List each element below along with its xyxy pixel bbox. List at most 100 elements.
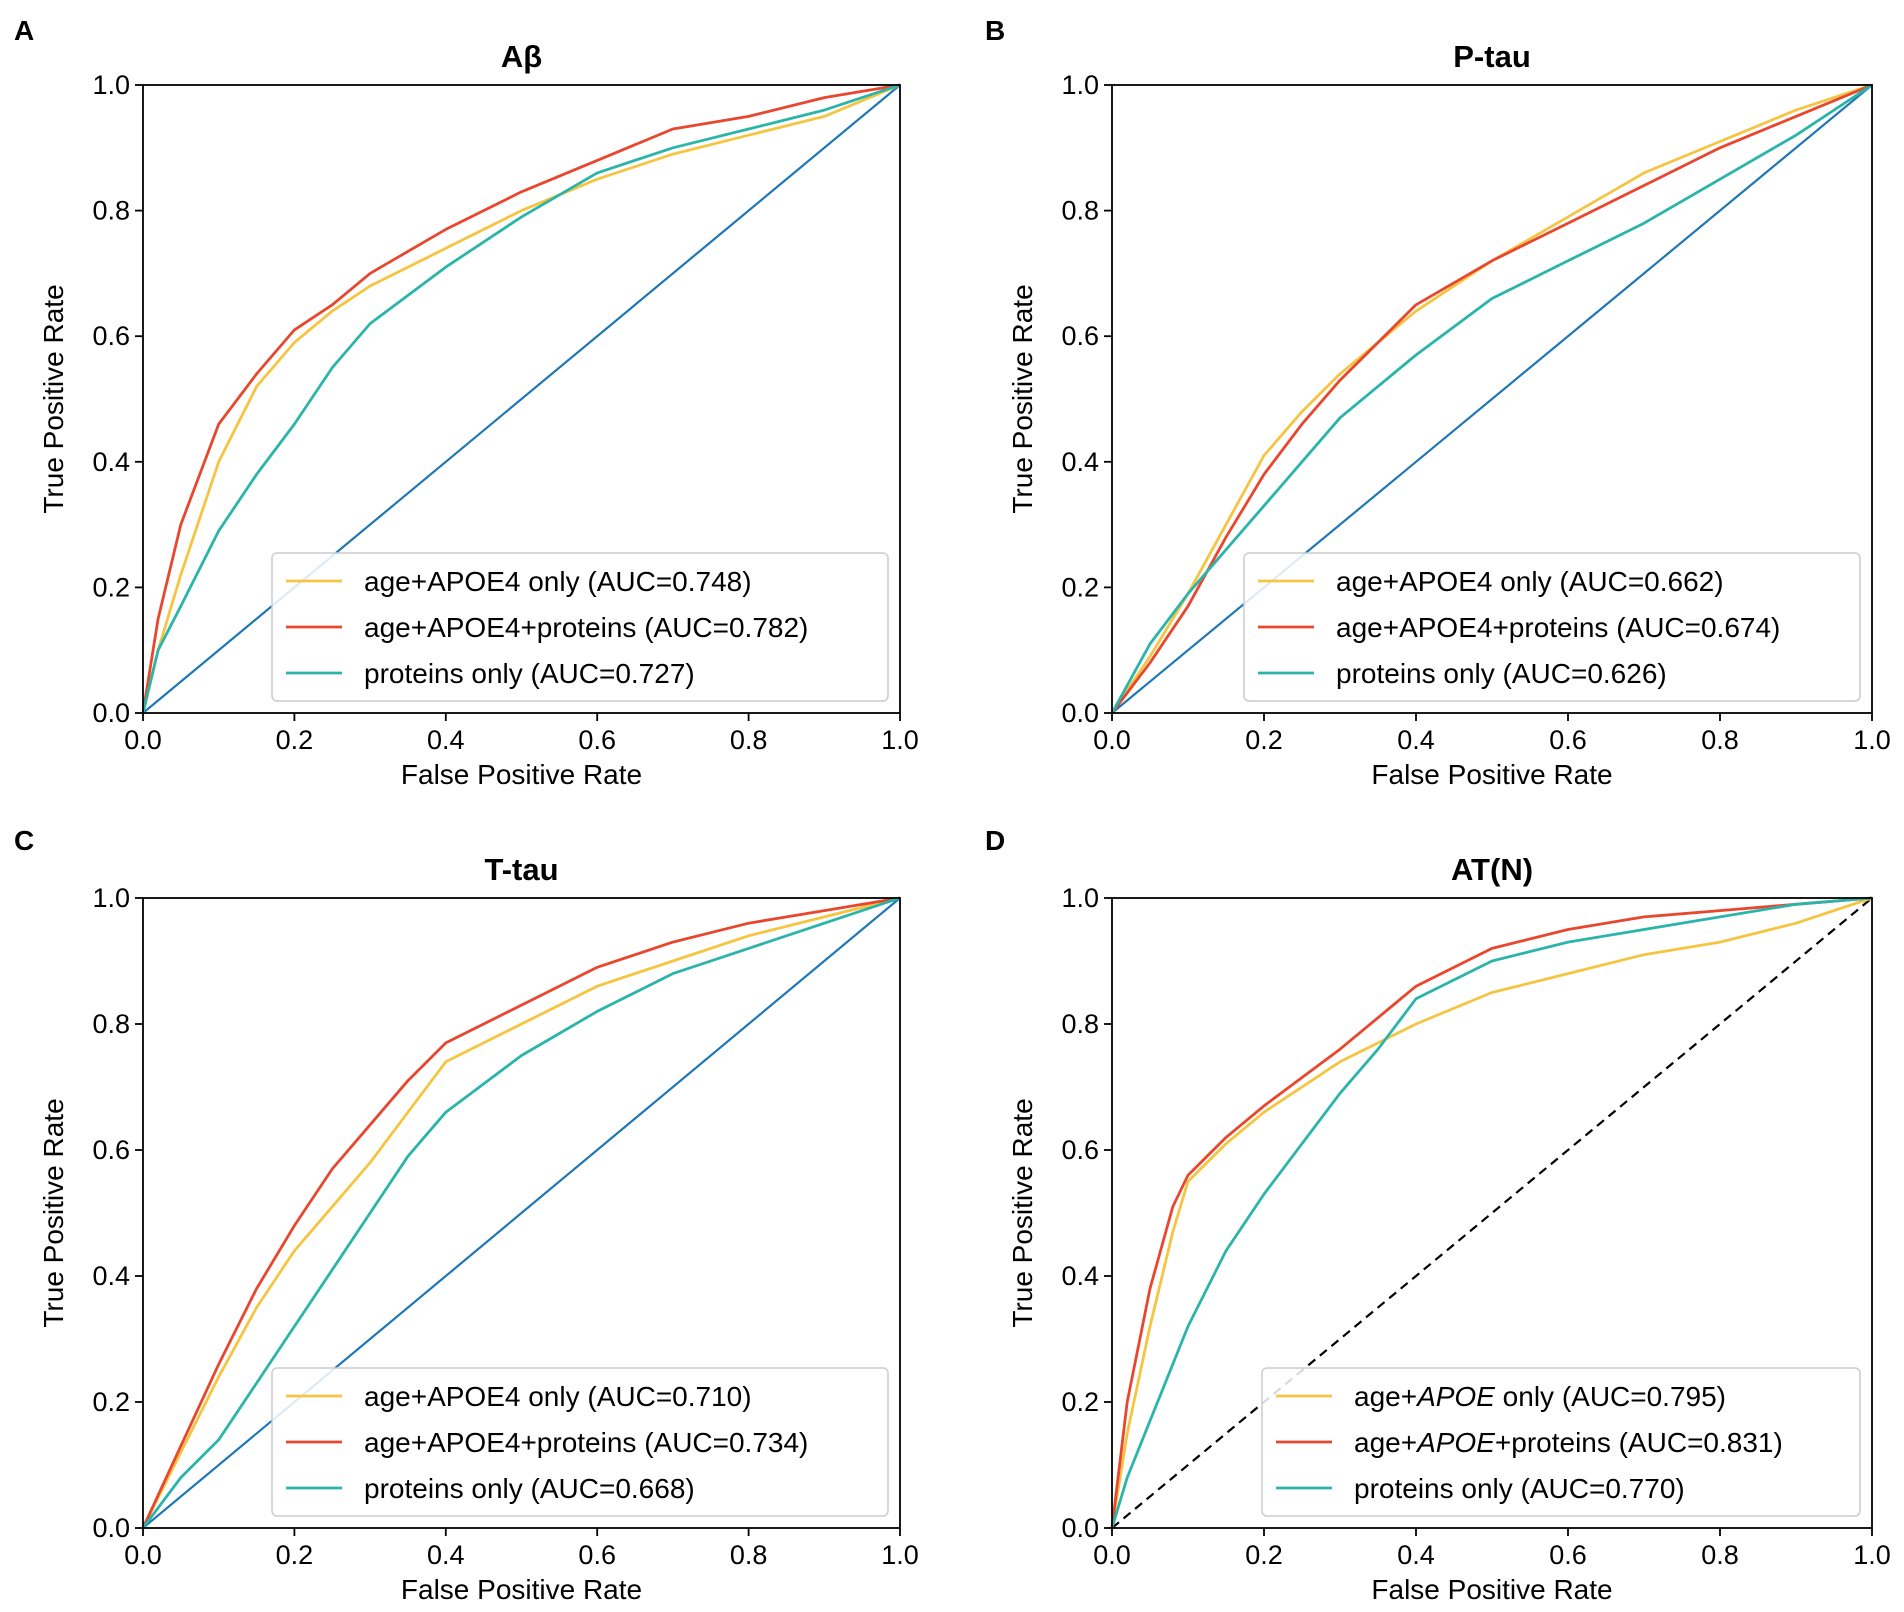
y-tick-label: 1.0: [92, 883, 130, 913]
y-tick-label: 1.0: [1061, 883, 1099, 913]
roc-curve-series-1: [141, 896, 901, 1529]
x-axis-label: False Positive Rate: [401, 759, 642, 790]
x-tick-label: 0.6: [1549, 725, 1587, 755]
plot-frame: [142, 897, 901, 1529]
legend: age+APOE only (AUC=0.795) age+APOE+protei…: [1261, 1367, 1861, 1517]
legend-entry: age+APOE4+proteins (AUC=0.674): [1336, 612, 1780, 643]
x-tick-label: 0.8: [730, 1540, 768, 1570]
x-axis-label: False Positive Rate: [401, 1574, 642, 1605]
y-tick-label: 0.4: [92, 447, 130, 477]
y-tick-label: 0.2: [92, 1387, 130, 1417]
panel-letter: C: [14, 825, 34, 856]
chart-title: P-tau: [1453, 39, 1531, 74]
chart-panel-a: A Aβ 0.0 0.2 0.4 0.6 0.8 1.0 0.0 0.2 0.4 0.6 0.8 1.0 F…: [14, 15, 919, 790]
x-tick-label: 0.0: [124, 725, 162, 755]
legend-entry: proteins only (AUC=0.668): [364, 1473, 695, 1504]
y-tick-label: 0.0: [92, 698, 130, 728]
roc-curve-series-2: [1110, 83, 1873, 714]
panel-letter: D: [985, 825, 1005, 856]
legend: age+APOE4 only (AUC=0.748) age+APOE4+prot…: [271, 552, 889, 702]
chart-title: Aβ: [501, 39, 542, 74]
x-tick-label: 0.2: [276, 725, 314, 755]
legend-entry: age+APOE+proteins (AUC=0.831): [1354, 1427, 1783, 1458]
roc-curve-series-3: [141, 83, 901, 714]
x-tick-label: 0.4: [427, 1540, 465, 1570]
y-tick-label: 0.8: [1061, 1009, 1099, 1039]
x-tick-label: 0.0: [1093, 1540, 1131, 1570]
y-tick-label: 0.0: [92, 1513, 130, 1543]
legend-entry: proteins only (AUC=0.626): [1336, 658, 1667, 689]
y-tick-label: 0.8: [92, 196, 130, 226]
plot-frame: [1111, 897, 1873, 1529]
x-tick-label: 0.8: [730, 725, 768, 755]
roc-curve-series-1: [1110, 896, 1873, 1529]
y-axis-label: True Positive Rate: [1007, 1098, 1038, 1327]
chance-diagonal-line: [1111, 84, 1873, 714]
y-tick-label: 0.8: [1061, 196, 1099, 226]
y-tick-label: 0.8: [92, 1009, 130, 1039]
chance-diagonal-line: [142, 897, 901, 1529]
y-tick-label: 0.2: [92, 572, 130, 602]
x-tick-label: 0.2: [1245, 725, 1283, 755]
x-tick-label: 0.8: [1701, 725, 1739, 755]
y-tick-label: 0.0: [1061, 698, 1099, 728]
y-tick-label: 1.0: [1061, 70, 1099, 100]
roc-curve-series-2: [141, 896, 901, 1529]
x-tick-label: 0.0: [1093, 725, 1131, 755]
legend-box: [271, 1367, 889, 1517]
x-tick-label: 1.0: [1853, 1540, 1891, 1570]
legend-box: [1243, 552, 1861, 702]
x-tick-label: 1.0: [881, 725, 919, 755]
x-tick-label: 0.2: [1245, 1540, 1283, 1570]
legend: age+APOE4 only (AUC=0.662) age+APOE4+prot…: [1243, 552, 1861, 702]
roc-curve-series-3: [1110, 83, 1873, 714]
x-tick-label: 0.6: [578, 725, 616, 755]
panel-letter: A: [14, 15, 34, 46]
y-tick-label: 0.2: [1061, 1387, 1099, 1417]
legend: age+APOE4 only (AUC=0.710) age+APOE4+prot…: [271, 1367, 889, 1517]
y-tick-label: 0.4: [1061, 1261, 1099, 1291]
y-axis-label: True Positive Rate: [1007, 284, 1038, 513]
roc-curve-series-1: [141, 83, 901, 714]
roc-curve-series-3: [1110, 896, 1873, 1529]
y-tick-label: 0.6: [92, 1135, 130, 1165]
y-tick-label: 0.6: [1061, 1135, 1099, 1165]
y-tick-label: 0.6: [1061, 321, 1099, 351]
roc-curve-series-3: [141, 896, 901, 1529]
y-tick-label: 0.2: [1061, 572, 1099, 602]
x-axis-label: False Positive Rate: [1371, 1574, 1612, 1605]
x-tick-label: 0.2: [276, 1540, 314, 1570]
y-axis-label: True Positive Rate: [38, 1098, 69, 1327]
chart-panel-b: B P-tau 0.0 0.2 0.4 0.6 0.8 1.0 0.0 0.2 0.4 0.6 0.8 1…: [985, 15, 1891, 790]
panel-letter: B: [985, 15, 1005, 46]
x-tick-label: 0.4: [1397, 725, 1435, 755]
plot-frame: [142, 84, 901, 714]
y-axis-label: True Positive Rate: [38, 284, 69, 513]
y-tick-label: 0.6: [92, 321, 130, 351]
legend-box: [1261, 1367, 1861, 1517]
legend-entry: age+APOE4 only (AUC=0.662): [1336, 566, 1724, 597]
chart-title: T-tau: [484, 852, 558, 887]
x-tick-label: 0.8: [1701, 1540, 1739, 1570]
x-axis-label: False Positive Rate: [1371, 759, 1612, 790]
chart-panel-c: C T-tau 0.0 0.2 0.4 0.6 0.8 1.0 0.0 0.2 0.4 0.6 0.8 1…: [14, 825, 919, 1605]
legend-box: [271, 552, 889, 702]
x-tick-label: 1.0: [1853, 725, 1891, 755]
roc-curve-series-2: [141, 83, 901, 714]
chart-panel-d: D AT(N) 0.0 0.2 0.4 0.6 0.8 1.0 0.0 0.2 0.4 0.6 0.8 1…: [985, 825, 1891, 1605]
legend-entry: age+APOE only (AUC=0.795): [1354, 1381, 1726, 1412]
roc-curve-series-2: [1110, 896, 1873, 1529]
x-tick-label: 1.0: [881, 1540, 919, 1570]
plot-frame: [1111, 84, 1873, 714]
y-tick-label: 0.4: [92, 1261, 130, 1291]
legend-entry: age+APOE4+proteins (AUC=0.782): [364, 612, 808, 643]
x-tick-label: 0.4: [1397, 1540, 1435, 1570]
legend-entry: proteins only (AUC=0.770): [1354, 1473, 1685, 1504]
legend-entry: age+APOE4 only (AUC=0.710): [364, 1381, 752, 1412]
y-tick-label: 1.0: [92, 70, 130, 100]
x-tick-label: 0.6: [578, 1540, 616, 1570]
chart-title: AT(N): [1451, 852, 1533, 887]
y-tick-label: 0.4: [1061, 447, 1099, 477]
x-tick-label: 0.4: [427, 725, 465, 755]
